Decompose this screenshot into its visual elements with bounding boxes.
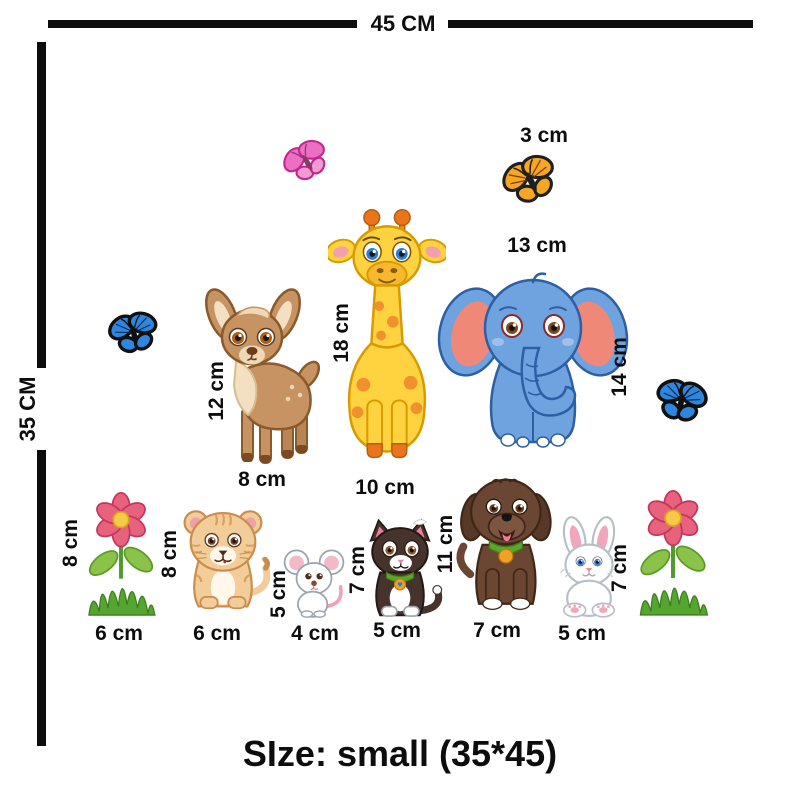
flower-left-width-label: 6 cm	[95, 622, 143, 645]
pink-butterfly-icon	[283, 139, 326, 181]
left-ruler-line-top	[37, 42, 46, 368]
dog-sticker	[453, 462, 557, 625]
deer-sticker	[192, 283, 322, 468]
pink-butterfly-sticker	[271, 126, 344, 198]
height-ruler-label: 35 CM	[15, 376, 40, 442]
cat-icon	[369, 518, 443, 617]
flower-left-sticker	[82, 492, 160, 622]
flower-icon	[88, 492, 156, 616]
blue-butterfly-right-sticker	[647, 367, 715, 436]
blue-butterfly-icon	[108, 311, 158, 354]
top-ruler-line-left	[48, 20, 357, 28]
elephant-height-label: 14 cm	[608, 337, 631, 397]
size-caption: SIze: small (35*45)	[242, 733, 558, 774]
deer-height-label: 12 cm	[205, 361, 228, 421]
blue-butterfly-icon	[656, 378, 708, 422]
top-ruler-line-right	[448, 20, 753, 28]
cat-sticker	[355, 517, 445, 624]
lion-height-label: 8 cm	[158, 530, 181, 578]
dog-icon	[456, 478, 552, 611]
flower-left-height-label: 8 cm	[59, 519, 82, 567]
yellow-butterfly-height-label: 3 cm	[520, 124, 568, 147]
giraffe-icon	[328, 208, 446, 459]
elephant-sticker	[437, 252, 629, 452]
width-ruler-label: 45 CM	[370, 11, 436, 36]
elephant-icon	[437, 272, 629, 448]
lion-width-label: 6 cm	[193, 622, 241, 645]
dog-height-label: 11 cm	[434, 514, 457, 574]
giraffe-height-label: 18 cm	[330, 303, 353, 363]
flower-icon	[639, 490, 709, 616]
left-ruler-line-bottom	[37, 450, 46, 746]
dog-width-label: 7 cm	[473, 619, 521, 642]
rabbit-icon	[559, 516, 619, 618]
giraffe-width-label: 10 cm	[355, 476, 415, 499]
mouse-icon	[283, 549, 345, 618]
blue-butterfly-left-sticker	[99, 300, 169, 367]
deer-width-label: 8 cm	[238, 468, 286, 491]
mouse-sticker	[279, 542, 349, 621]
rabbit-height-label: 7 cm	[608, 544, 631, 592]
giraffe-sticker	[328, 206, 446, 470]
yellow-butterfly-sticker	[488, 139, 574, 223]
flower-right-sticker	[633, 490, 713, 622]
rabbit-width-label: 5 cm	[558, 622, 606, 645]
yellow-butterfly-icon	[502, 154, 554, 203]
cat-width-label: 5 cm	[373, 619, 421, 642]
mouse-width-label: 4 cm	[291, 622, 339, 645]
cat-height-label: 7 cm	[346, 546, 369, 594]
lion-cub-sticker	[175, 502, 271, 621]
lion-cub-icon	[183, 510, 271, 610]
deer-icon	[205, 288, 321, 464]
rabbit-sticker	[546, 516, 632, 621]
elephant-width-label: 13 cm	[507, 234, 567, 257]
